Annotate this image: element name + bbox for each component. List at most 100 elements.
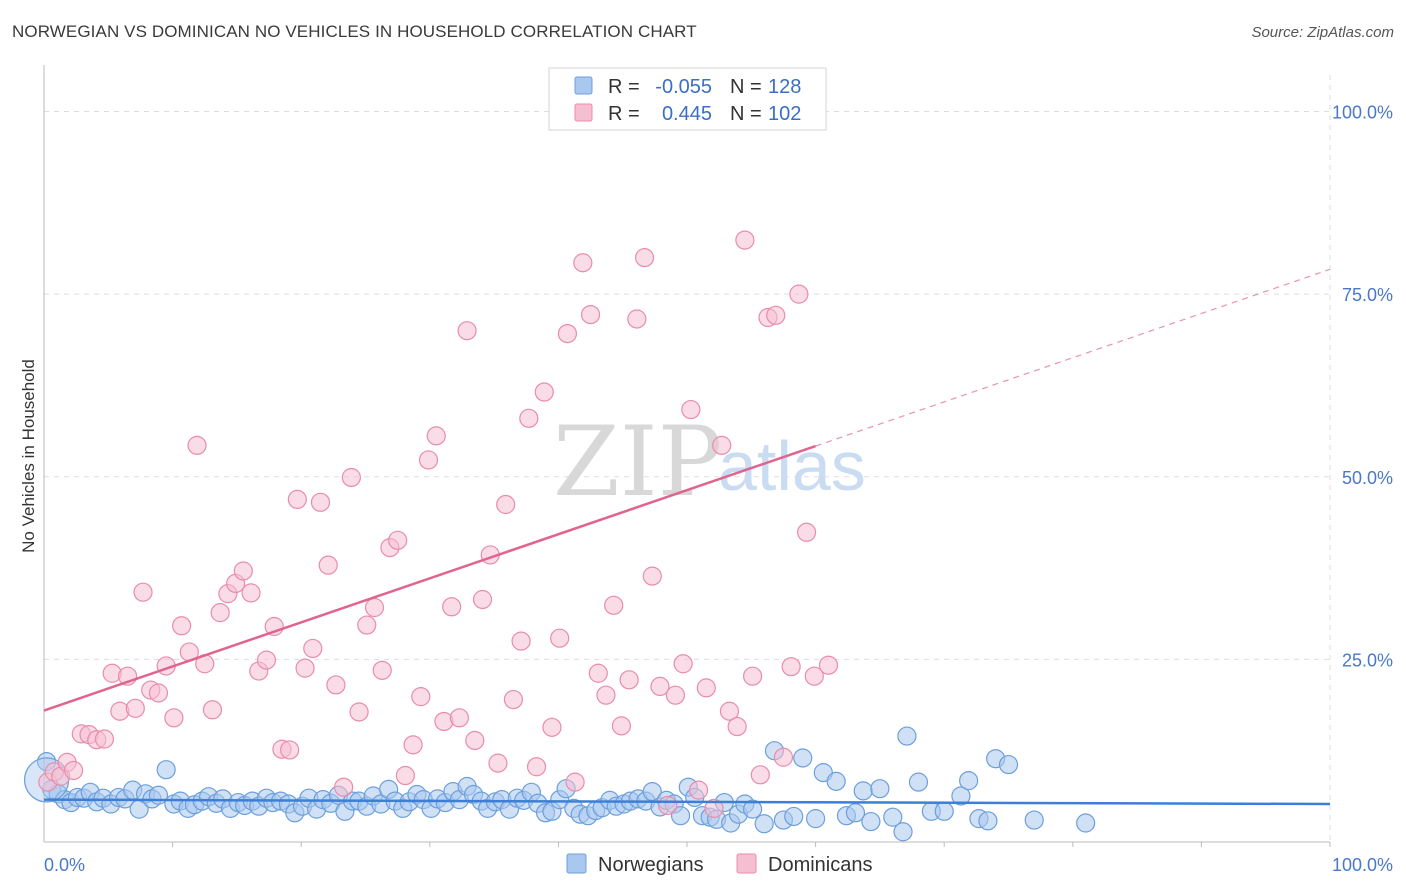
dominican-point [650, 676, 670, 697]
dominican-point [449, 708, 469, 728]
dominican-point [341, 467, 361, 488]
dominican-point [596, 685, 616, 705]
dominican-point [681, 399, 701, 420]
dominican-point [580, 304, 601, 325]
dominican-point [511, 631, 531, 651]
dominican-point [148, 683, 169, 703]
trend-lines [43, 268, 1331, 806]
norwegian-point [893, 822, 913, 842]
dominican-point [241, 583, 261, 603]
dominican-point [542, 717, 562, 737]
dominican-point [133, 582, 153, 602]
dominican-point [611, 716, 632, 736]
norwegian-point [754, 814, 774, 834]
dominican-point [766, 305, 786, 325]
dominican-point [349, 702, 369, 722]
norwegian-point [870, 779, 890, 799]
dominican-point [658, 795, 678, 816]
legend-swatch-dominicans [736, 853, 757, 874]
dominican-point [619, 670, 639, 690]
dominican-point [627, 309, 647, 329]
dominican-point [210, 603, 230, 623]
legend-swatch-norwegians [566, 853, 587, 874]
norwegian-point [861, 811, 881, 832]
legend-label-norwegians: Norwegians [598, 854, 704, 876]
dominican-point [557, 323, 578, 344]
dominican-point [565, 772, 585, 792]
norwegian-point [959, 771, 979, 791]
dominican-point [719, 701, 740, 721]
dominican-point [442, 597, 462, 617]
norwegian-point [805, 809, 826, 829]
dominican-point [318, 555, 338, 575]
norwegian-point [1024, 810, 1044, 830]
dominican-point [63, 760, 84, 781]
dominican-point [735, 230, 755, 250]
dominican-point [750, 765, 770, 785]
chart-title: NORWEGIAN VS DOMINICAN NO VEHICLES IN HO… [12, 22, 697, 41]
dominican-point [818, 655, 839, 675]
norwegian-point [908, 772, 929, 792]
dominican-point [403, 735, 423, 755]
stats-legend-box: R = -0.055 N = 128 R = 0.445 N = 102 [548, 67, 827, 131]
dominican-point [588, 663, 608, 683]
norwegian-point [826, 771, 846, 791]
dominican-point [287, 489, 307, 510]
r-label-1: R = [608, 103, 640, 125]
x-tick-label: 0.0% [44, 855, 85, 875]
norwegian-point [951, 786, 971, 806]
y-tick-label: 100.0% [1332, 103, 1393, 123]
dominican-point [418, 450, 439, 470]
tick-labels: 25.0% 50.0% 75.0% 100.0% 0.0% 100.0% [44, 103, 1393, 875]
dominican-point [634, 248, 655, 268]
dominican-point [303, 638, 323, 659]
dominican-point [326, 675, 346, 695]
norwegian-point [897, 726, 917, 746]
r-value-0: -0.055 [655, 76, 712, 98]
dominican-point [604, 595, 624, 615]
dominican-point [125, 698, 145, 718]
dominican-point [712, 435, 732, 455]
x-tick-label: 100.0% [1332, 855, 1393, 875]
dominican-point [727, 716, 747, 737]
dominican-point [665, 685, 686, 705]
dominican-point [696, 678, 716, 698]
norwegian-point [883, 807, 903, 827]
dominican-point [187, 435, 207, 455]
legend-label-dominicans: Dominicans [768, 854, 872, 876]
trend-line-norwegians [43, 798, 1331, 806]
dominican-point [503, 689, 523, 710]
dominican-point [519, 408, 539, 428]
dominican-point [364, 597, 385, 618]
dominican-point [742, 666, 763, 686]
series-legend: Norwegians Dominicans [566, 853, 872, 876]
dominican-point [395, 765, 415, 786]
n-label-1: N = [730, 103, 762, 125]
norwegian-point [156, 760, 176, 780]
norwegian-point [998, 754, 1019, 775]
dominican-point [789, 284, 809, 304]
y-tick-label: 25.0% [1342, 650, 1393, 670]
dominican-point [526, 757, 547, 777]
norwegians-stat-swatch [574, 76, 593, 95]
dominican-point [256, 650, 277, 670]
dominican-point [704, 798, 724, 818]
n-label-0: N = [730, 76, 762, 98]
dominican-point [804, 666, 824, 686]
n-value-1: 102 [768, 103, 801, 125]
axes [43, 65, 1331, 847]
dominican-point [472, 589, 493, 610]
dominican-point [372, 660, 392, 680]
dominican-point [573, 253, 593, 273]
dominican-point [642, 566, 662, 586]
r-label-0: R = [608, 76, 640, 98]
y-tick-label: 50.0% [1342, 468, 1393, 488]
dominican-point [773, 747, 794, 767]
norwegian-point [793, 748, 813, 768]
watermark: ZIP atlas [553, 406, 866, 518]
r-value-1: 0.445 [662, 103, 712, 125]
dominican-point [457, 321, 477, 341]
norwegian-point [978, 811, 998, 831]
dominican-point [781, 657, 801, 677]
dominican-point [411, 687, 431, 707]
